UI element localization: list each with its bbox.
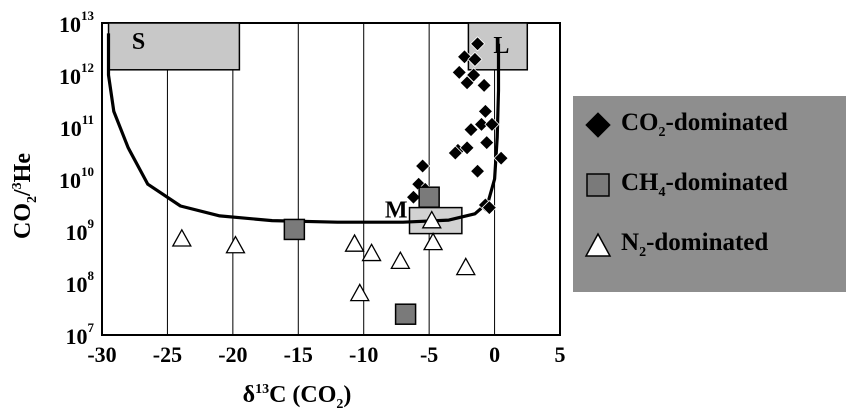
point-diamond-0-22 [481,200,497,216]
y-tick-label-2: 109 [66,216,95,245]
legend: CO2-dominated CH4-dominated N2-dominated [573,96,846,292]
point-diamond-0-9 [484,116,500,132]
y-tick-label-3: 1010 [59,164,94,193]
point-diamond-0-14 [447,145,463,161]
x-tick-labels: -30 -25 -20 -15 -10 -5 0 5 [87,342,565,367]
point-square-1-0 [283,218,306,241]
point-diamond-0-13 [459,140,475,156]
end-member-box-s [107,22,241,71]
point-diamond-0-20 [405,189,422,205]
point-diamond-0-7 [477,103,493,119]
x-tick-label-2: -20 [218,342,247,367]
end-member-label-l: L [493,33,509,59]
point-triangle-2-6 [421,210,442,229]
point-triangle-2-0 [171,228,192,247]
legend-item-ch4: CH4-dominated [583,165,788,205]
x-tick-label-0: -30 [87,342,116,367]
point-square-1-1 [418,186,440,208]
plot-frame [101,22,561,336]
legend-label-ch4: CH4-dominated [621,169,788,200]
y-tick-label-4: 1011 [60,112,94,141]
y-tick-label-6: 1013 [59,8,95,37]
mixing-curve [106,33,501,224]
point-diamond-0-16 [469,163,486,179]
legend-item-n2: N2-dominated [583,225,768,265]
point-square-1-2 [394,303,417,325]
x-axis-title: δ13C (CO2) [243,382,352,410]
x-tick-label-4: -10 [349,342,378,367]
point-diamond-0-6 [459,75,475,91]
data-points [171,36,509,325]
triangle-marker-icon [583,230,613,260]
point-diamond-0-8 [473,116,490,132]
x-tick-label-7: 5 [555,342,566,367]
legend-item-co2: CO2-dominated [583,105,788,145]
point-diamond-0-11 [479,135,495,151]
y-tick-labels: 107 108 109 1010 1011 1012 1013 [59,8,95,349]
point-diamond-0-15 [493,150,509,166]
point-diamond-0-1 [456,49,473,65]
point-triangle-2-7 [455,257,476,276]
end-member-label-s: S [132,29,145,55]
x-tick-label-6: 0 [489,342,500,367]
x-tick-label-3: -15 [284,342,313,367]
point-triangle-2-4 [390,250,411,270]
square-marker-icon [583,170,613,200]
point-triangle-2-3 [361,243,382,262]
y-tick-label-0: 107 [66,320,95,349]
point-triangle-2-1 [225,235,246,254]
end-member-label-m: M [385,198,408,224]
y-tick-label-5: 1012 [59,60,94,89]
legend-label-n2: N2-dominated [621,229,769,260]
point-diamond-0-3 [451,64,467,80]
y-axis-title: CO2/3He [10,153,40,239]
point-triangle-2-2 [344,233,365,252]
x-tick-label-1: -25 [153,342,182,367]
y-tick-label-1: 108 [66,268,95,297]
diamond-marker-icon [583,110,613,140]
point-diamond-0-2 [467,51,483,67]
x-tick-label-5: -5 [420,342,438,367]
point-diamond-0-0 [469,36,486,52]
point-triangle-2-5 [422,232,444,251]
point-diamond-0-17 [415,158,431,174]
point-triangle-2-8 [349,283,370,302]
legend-label-co2: CO2-dominated [621,109,788,140]
point-diamond-0-10 [463,122,479,138]
point-diamond-0-5 [476,77,492,93]
